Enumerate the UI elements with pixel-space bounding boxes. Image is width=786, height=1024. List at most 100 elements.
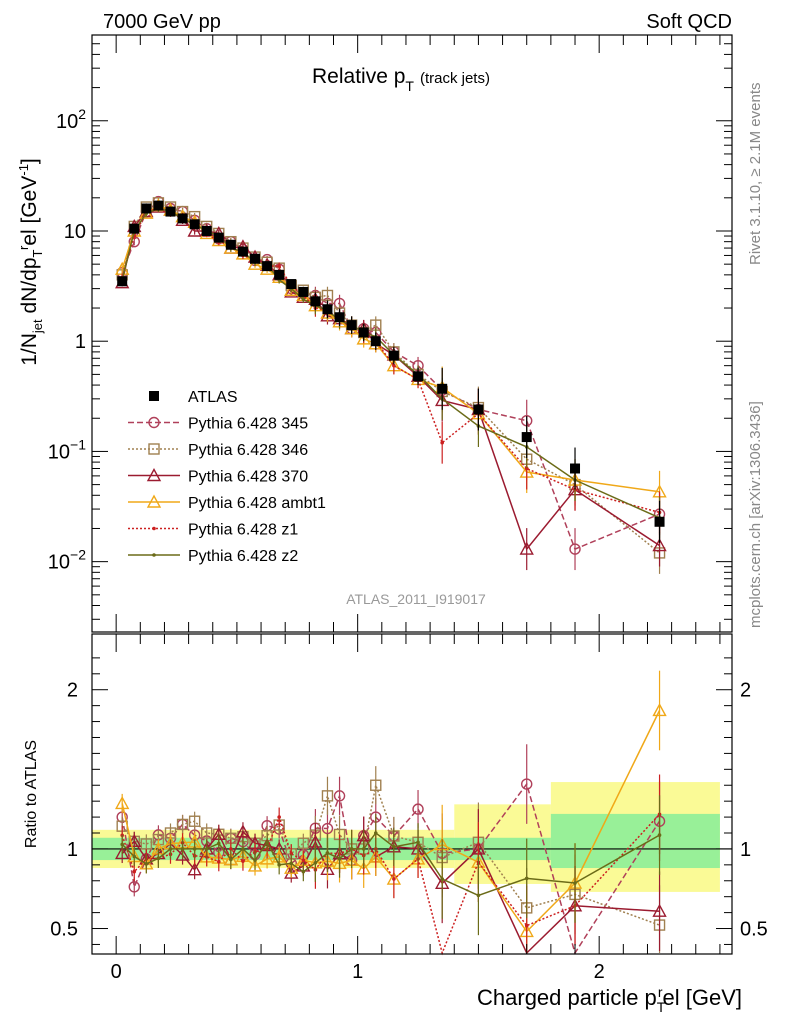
bottom-frame — [91, 633, 733, 955]
ratio-point-z2 — [361, 847, 366, 851]
point-p345 — [569, 543, 581, 555]
ratio-point-z2 — [416, 840, 420, 845]
point-ATLAS — [250, 253, 261, 264]
ratio-point-z1 — [241, 859, 245, 863]
point-ATLAS — [310, 296, 321, 307]
series-p345 — [116, 195, 666, 571]
ratio-point-ambt1 — [652, 703, 667, 717]
ratio-point-z1 — [229, 847, 233, 851]
ratio-point-z2 — [289, 861, 294, 866]
legend-marker — [146, 468, 162, 482]
ratio-point-p370 — [187, 862, 202, 876]
legend-entry-p370: Pythia 6.428 370 — [128, 468, 308, 486]
point-ATLAS — [322, 304, 333, 315]
y-axis-label: 1/Njet dN/dpTrel [GeV-1] — [16, 158, 45, 366]
ratio-point-z1 — [277, 815, 281, 819]
legend: ATLAS Pythia 6.428 345 Pythia 6.428 346 Pyt… — [128, 389, 326, 565]
point-ATLAS — [201, 225, 212, 236]
point-ATLAS — [117, 276, 128, 287]
legend-entry-ATLAS: ATLAS — [149, 389, 238, 406]
legend-label: Pythia 6.428 z1 — [188, 522, 298, 539]
ratio-point-p345 — [521, 778, 533, 790]
legend-label: ATLAS — [188, 389, 238, 406]
ratio-tick-label-right: 1 — [740, 839, 751, 861]
ratio-point-ambt1 — [115, 795, 130, 810]
legend-entry-z1: Pythia 6.428 z1 — [128, 522, 298, 539]
legend-label: Pythia 6.428 370 — [188, 469, 308, 486]
point-p370 — [187, 223, 202, 237]
ratio-point-z2 — [204, 847, 209, 851]
point-ATLAS — [570, 463, 581, 474]
point-ATLAS — [654, 516, 665, 527]
ratio-point-p346 — [176, 818, 189, 831]
legend-label: Pythia 6.428 z2 — [188, 548, 298, 565]
point-ATLAS — [521, 432, 532, 443]
ratio-point-z1 — [132, 869, 137, 874]
ratio-point-z2 — [180, 847, 185, 851]
header-left: 7000 GeV pp — [103, 11, 221, 33]
y-tick-label: 10−1 — [48, 436, 86, 463]
ratio-tick-label: 2 — [67, 680, 78, 702]
ratio-point-z2 — [313, 860, 318, 865]
point-z1 — [524, 466, 529, 471]
ratio-y-label: Ratio to ATLAS — [23, 740, 40, 848]
point-ATLAS — [129, 223, 140, 234]
point-ATLAS — [388, 350, 399, 361]
ratio-point-z2 — [132, 854, 137, 859]
y-tick-label: 10 — [64, 221, 86, 243]
point-ATLAS — [346, 320, 357, 331]
ratio-point-z1 — [392, 877, 396, 881]
ratio-point-p370 — [652, 903, 667, 917]
ratio-tick-label-right: 2 — [740, 680, 751, 702]
analysis-id: ATLAS_2011_I919017 — [346, 591, 486, 607]
point-z2 — [301, 297, 306, 302]
ratio-point-z2 — [476, 893, 481, 898]
ratio-point-z2 — [573, 881, 577, 885]
ratio-point-z2 — [120, 842, 124, 847]
ratio-point-z2 — [156, 856, 161, 861]
header-right: Soft QCD — [646, 11, 732, 33]
ratio-point-z2 — [325, 851, 330, 855]
ratio-point-ambt1 — [259, 851, 275, 865]
ratio-point-z1 — [289, 851, 294, 856]
y-tick-label: 10−2 — [48, 547, 86, 574]
ratio-point-z2 — [253, 858, 257, 863]
point-ATLAS — [473, 404, 484, 415]
ratio-point-z2 — [524, 876, 529, 881]
legend-marker — [152, 526, 156, 531]
y-tick-label: 102 — [56, 106, 86, 133]
legend-entry-p346: Pythia 6.428 346 — [128, 442, 308, 459]
ratio-point-z2 — [657, 833, 662, 837]
ratio-point-p346 — [140, 838, 153, 850]
ratio-line-p346 — [121, 782, 660, 926]
point-ATLAS — [437, 383, 448, 394]
point-ATLAS — [274, 269, 285, 280]
y-tick-exp: −1 — [70, 436, 86, 452]
ratio-point-z2 — [373, 831, 378, 835]
ratio-point-z2 — [192, 847, 197, 851]
ratio-point-z2 — [337, 856, 342, 861]
side-label-top: Rivet 3.1.10, ≥ 2.1M events — [747, 83, 764, 266]
point-ATLAS — [358, 327, 369, 338]
ratio-point-z2 — [265, 840, 269, 845]
y-tick-base: 10 — [56, 111, 78, 133]
series-p346 — [116, 197, 666, 574]
legend-entry-z2: Pythia 6.428 z2 — [128, 548, 298, 565]
legend-label: Pythia 6.428 346 — [188, 442, 308, 459]
x-axis-label: Charged particle pTrel [GeV] — [477, 984, 742, 1015]
point-ATLAS — [298, 286, 309, 297]
point-ATLAS — [262, 261, 273, 272]
series-ATLAS — [117, 200, 665, 543]
ratio-point-z2 — [229, 857, 233, 862]
y-tick-base: 10 — [48, 552, 70, 574]
point-ambt1 — [356, 331, 371, 345]
series-p370 — [115, 199, 667, 571]
point-p370 — [652, 538, 667, 552]
y-tick-exp: 2 — [78, 106, 86, 122]
ratio-point-p346 — [201, 827, 213, 839]
ratio-series-z2 — [120, 795, 662, 936]
point-ATLAS — [177, 213, 188, 224]
ratio-tick-label-right: 0.5 — [740, 919, 768, 941]
